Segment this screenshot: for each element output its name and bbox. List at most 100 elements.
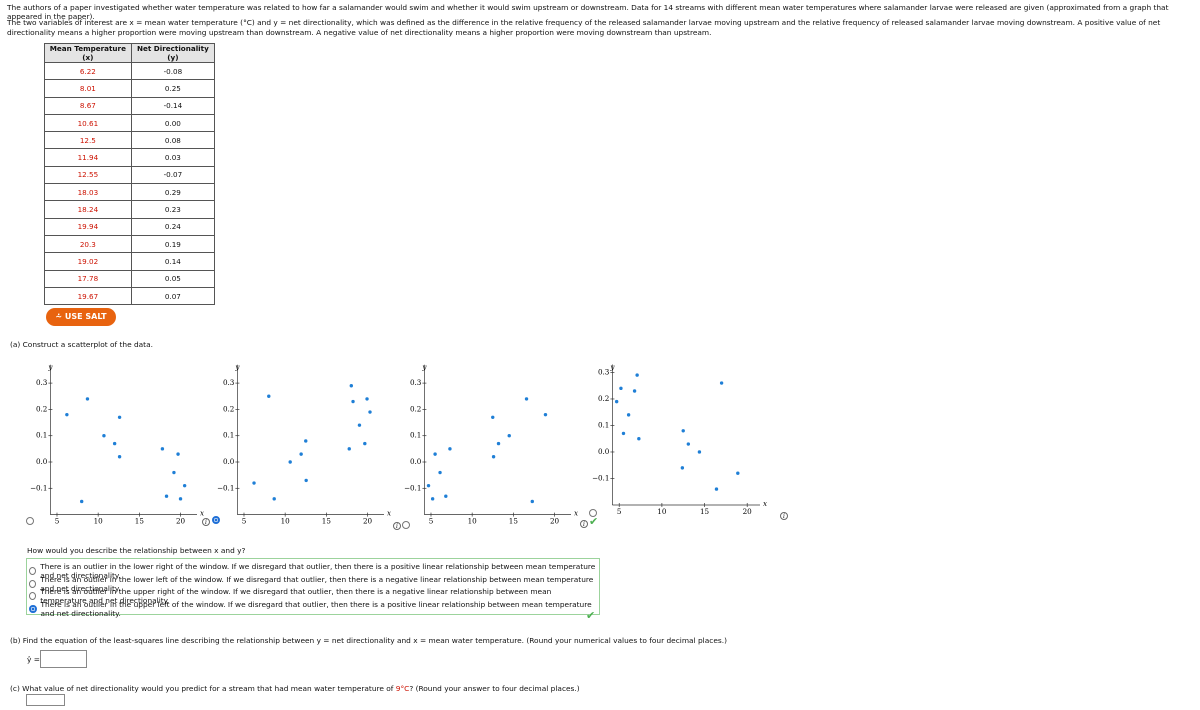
option-text: There is an outlier in the lower right o…	[40, 562, 596, 580]
info-icon[interactable]: i	[393, 522, 401, 530]
point	[719, 381, 724, 385]
y-tick-label: 0.2	[598, 394, 609, 403]
point	[164, 494, 169, 498]
point	[363, 441, 367, 446]
x-tick-label: 15	[700, 507, 710, 516]
point	[619, 386, 623, 391]
info-icon[interactable]: i	[780, 512, 788, 520]
table-header: Mean Temperature (x) Net Directionality (…	[44, 43, 216, 63]
info-icon[interactable]: i	[202, 518, 210, 526]
point	[349, 384, 354, 388]
y-tick-label: −0.1	[30, 483, 47, 492]
y-tick-label: 0.0	[223, 457, 235, 466]
x-tick-label: 10	[468, 517, 478, 526]
x-axis-label: x	[200, 509, 204, 518]
answer-input[interactable]	[26, 694, 65, 706]
option-text: There is an outlier in the lower left of…	[40, 574, 594, 593]
x-tick-label: 10	[94, 517, 104, 526]
radio[interactable]	[29, 567, 37, 575]
y-tick-label: 0.2	[223, 404, 234, 413]
point	[543, 412, 548, 417]
x-tick-label: 20	[363, 517, 373, 526]
point	[635, 373, 639, 377]
point	[491, 415, 495, 419]
answer-input[interactable]	[40, 650, 87, 668]
point	[614, 399, 619, 404]
point	[496, 441, 501, 446]
point	[426, 483, 431, 488]
prompt-text: (c) What value of net directionality wou…	[10, 684, 396, 693]
option-text: There is an outlier in the upper left of…	[40, 599, 592, 618]
data-table: Mean Temperature (x) Net Directionality (…	[44, 43, 216, 306]
radio[interactable]	[29, 592, 37, 600]
y-tick-label: 0.0	[36, 457, 48, 466]
point	[632, 389, 637, 393]
radio[interactable]	[402, 521, 410, 529]
highlight: 9°C	[395, 684, 410, 693]
point	[182, 483, 187, 488]
y-tick-label: −0.1	[404, 483, 421, 492]
button-label: USE SALT	[64, 312, 107, 321]
prompt: (c) What value of net directionality wou…	[10, 684, 580, 693]
plots: y x 0.3 0.2 0.1 0.0 −0.1 5 10 15 20 y x 0.3 0.2 0.1 0.0 −…	[30, 363, 767, 526]
y-tick-label: 0.0	[598, 447, 610, 456]
point	[304, 439, 308, 443]
table-cell: 0.07	[130, 286, 216, 306]
prompt: (a) Construct a scatterplot of the data.	[10, 340, 153, 349]
radio[interactable]	[26, 517, 34, 525]
option-text: There is an outlier in the upper right o…	[40, 587, 552, 605]
point	[530, 499, 534, 504]
y-axis-label: y	[47, 363, 53, 372]
column-header: Net Directionality (y)	[130, 43, 216, 63]
y-axis-label: y	[609, 363, 615, 372]
table-row: 19.67 0.07	[44, 286, 216, 306]
y-tick-label: 0.1	[410, 431, 421, 440]
x-tick-label: 5	[242, 517, 247, 526]
x-tick-label: 5	[55, 517, 60, 526]
answer-label: ŷ =	[27, 655, 40, 664]
point	[430, 497, 435, 501]
y-tick-label: 0.3	[410, 378, 422, 387]
x-axis-label: x	[387, 509, 391, 518]
y-tick-label: 0.3	[223, 378, 235, 387]
point	[448, 447, 452, 451]
point	[79, 499, 84, 504]
point	[626, 413, 631, 417]
point	[65, 412, 69, 417]
y-tick-label: 0.1	[598, 420, 609, 429]
y-tick-label: −0.1	[592, 473, 609, 482]
radio[interactable]	[29, 604, 37, 613]
y-tick-label: 0.3	[598, 367, 610, 376]
point	[433, 452, 437, 456]
x-tick-label: 15	[322, 517, 332, 526]
radio[interactable]	[29, 579, 37, 588]
column-header: Mean Temperature (x)	[44, 43, 132, 63]
table-row: 20.3 0.19	[44, 234, 216, 254]
question: How would you describe the relationship …	[27, 546, 246, 555]
table-row: 18.24 0.23	[44, 200, 216, 219]
point	[299, 452, 303, 456]
salt-button[interactable]: ⩪ USE SALT	[46, 308, 116, 326]
x-tick-label: 5	[429, 517, 434, 526]
y-axis-label: y	[421, 363, 427, 372]
point	[176, 452, 180, 456]
radio[interactable]	[589, 509, 597, 517]
x-tick-label: 15	[135, 517, 145, 526]
x-tick-label: 10	[281, 517, 291, 526]
radio[interactable]	[212, 516, 220, 524]
point	[365, 397, 369, 401]
point	[736, 471, 740, 475]
y-axis-label: y	[234, 363, 240, 372]
x-tick-label: 20	[550, 517, 560, 526]
check-mark: ✔	[589, 515, 599, 528]
x-tick-label: 20	[176, 517, 186, 526]
table-row: 10.61 0.00	[44, 113, 216, 133]
point	[368, 410, 372, 414]
y-tick-label: −0.1	[217, 483, 234, 492]
x-tick-label: 10	[657, 507, 667, 516]
point	[507, 434, 511, 438]
x-axis-label: x	[763, 499, 767, 508]
info-icon[interactable]: i	[580, 520, 588, 528]
point	[102, 434, 106, 438]
